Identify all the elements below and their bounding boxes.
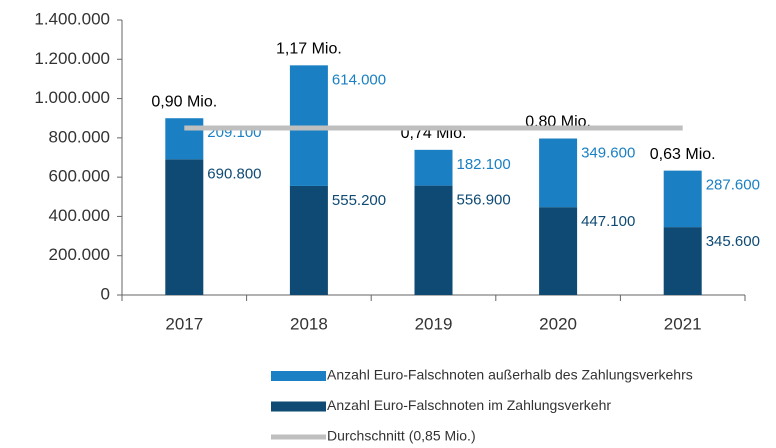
bar-segment <box>414 149 453 186</box>
legend-label: Durchschnitt (0,85 Mio.) <box>327 428 476 444</box>
bar-segment <box>539 138 578 208</box>
value-label: 690.800 <box>207 165 261 182</box>
y-tick-label: 1.400.000 <box>34 9 110 28</box>
y-tick-label: 400.000 <box>49 206 110 225</box>
total-label: 1,17 Mio. <box>276 41 342 58</box>
total-label: 0,63 Mio. <box>650 146 716 163</box>
y-tick-label: 800.000 <box>49 127 110 146</box>
y-tick-label: 1.200.000 <box>34 49 110 68</box>
x-tick-label: 2017 <box>165 314 203 333</box>
legend-swatch <box>271 371 326 381</box>
bar-segment <box>663 170 702 228</box>
bar-segment <box>663 227 702 295</box>
value-label: 349.600 <box>581 144 635 161</box>
value-label: 345.600 <box>706 233 760 250</box>
bar-segment <box>414 185 453 295</box>
bar-segment <box>539 207 578 295</box>
x-tick-label: 2021 <box>664 314 702 333</box>
value-label: 182.100 <box>457 156 511 173</box>
value-label: 556.900 <box>457 192 511 209</box>
value-label: 447.100 <box>581 213 635 230</box>
x-tick-label: 2019 <box>415 314 453 333</box>
legend-label: Anzahl Euro-Falschnoten im Zahlungsverke… <box>327 397 611 413</box>
value-label: 555.200 <box>332 192 386 209</box>
y-tick-label: 1.000.000 <box>34 88 110 107</box>
y-tick-label: 0 <box>101 284 110 303</box>
bar-segment <box>165 159 204 295</box>
bar-segment <box>165 118 204 160</box>
value-label: 614.000 <box>332 71 386 88</box>
legend-label: Anzahl Euro-Falschnoten außerhalb des Za… <box>327 367 693 383</box>
y-tick-label: 200.000 <box>49 245 110 264</box>
x-tick-label: 2018 <box>290 314 328 333</box>
bar-segment <box>289 185 328 295</box>
y-tick-label: 600.000 <box>49 167 110 186</box>
total-label: 0,90 Mio. <box>151 93 217 110</box>
x-tick-label: 2020 <box>539 314 577 333</box>
value-label: 287.600 <box>706 177 760 194</box>
legend-swatch <box>271 401 326 412</box>
